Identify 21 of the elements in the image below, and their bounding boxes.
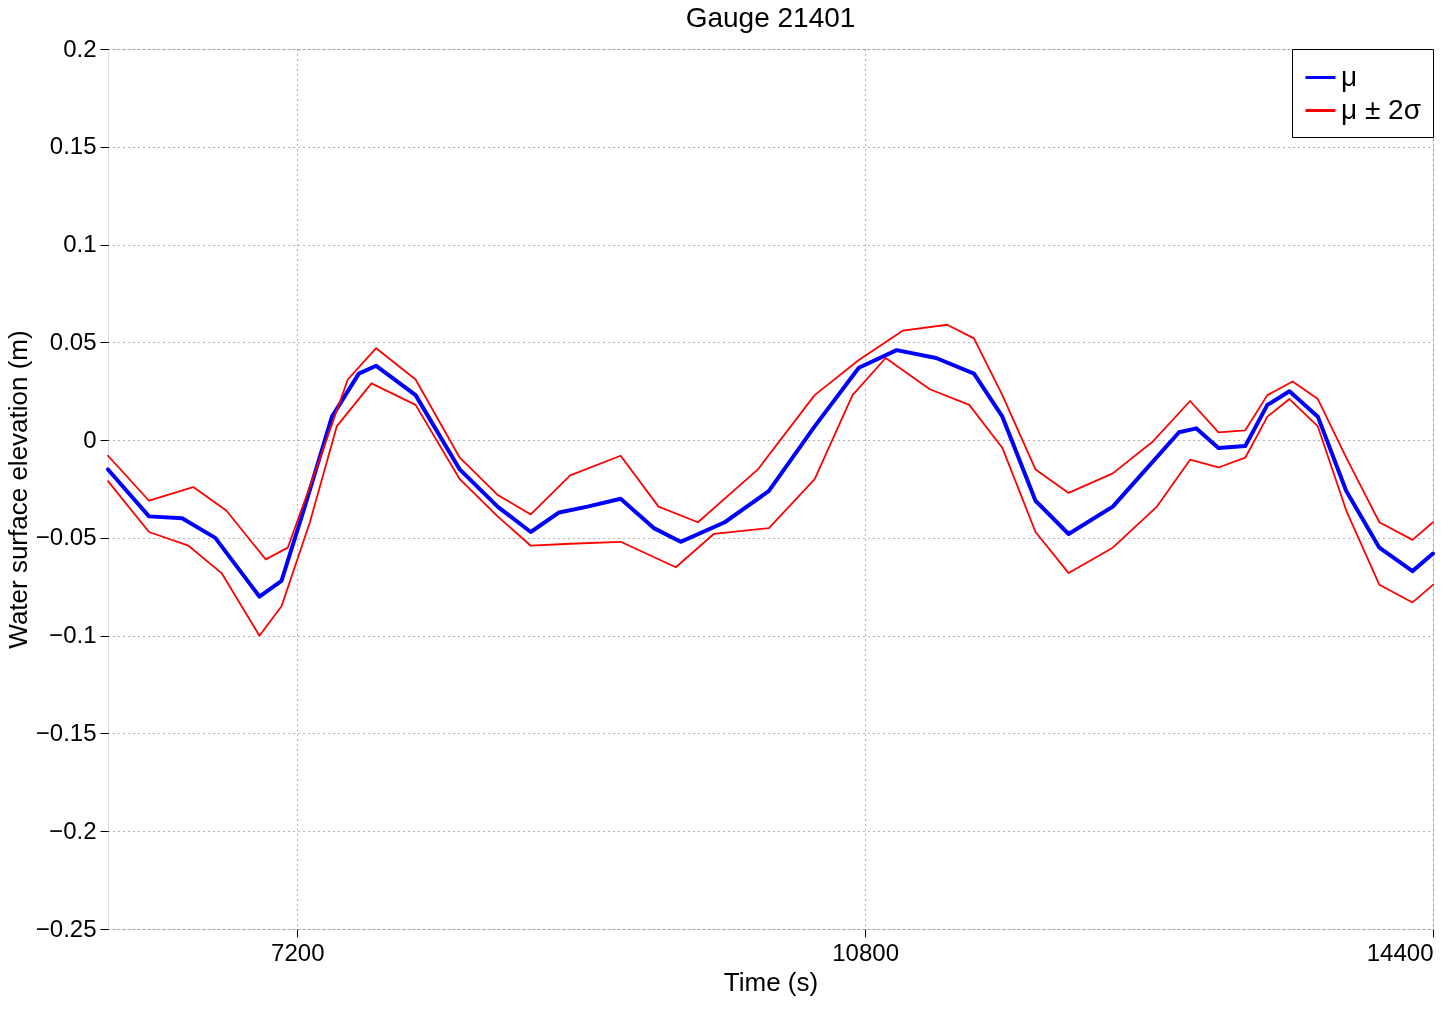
chart-title: Gauge 21401 bbox=[685, 2, 856, 33]
y-tick-label: −0.25 bbox=[35, 914, 97, 942]
x-tick-label: 7200 bbox=[271, 938, 325, 966]
line-series bbox=[107, 357, 1434, 637]
x-tick-label: 10800 bbox=[832, 938, 900, 966]
y-tick-label: −0.05 bbox=[35, 523, 97, 551]
line-series bbox=[106, 348, 1435, 599]
x-axis-title: Time (s) bbox=[723, 966, 819, 997]
y-tick-label: 0.15 bbox=[49, 132, 97, 160]
y-tick-label: 0 bbox=[83, 425, 97, 453]
legend-label: μ bbox=[1341, 60, 1358, 92]
y-tick-label: 0.05 bbox=[49, 327, 97, 355]
y-tick-label: −0.1 bbox=[49, 621, 97, 649]
x-tick-label: 14400 bbox=[1366, 938, 1434, 966]
line-series bbox=[107, 323, 1434, 561]
legend-label: μ ± 2σ bbox=[1341, 93, 1421, 125]
y-axis-title: Water surface elevation (m) bbox=[2, 330, 33, 649]
y-tick-label: −0.15 bbox=[35, 718, 97, 746]
y-tick-label: 0.2 bbox=[63, 34, 97, 62]
y-tick-label: 0.1 bbox=[63, 230, 97, 258]
y-tick-label: −0.2 bbox=[49, 816, 97, 844]
